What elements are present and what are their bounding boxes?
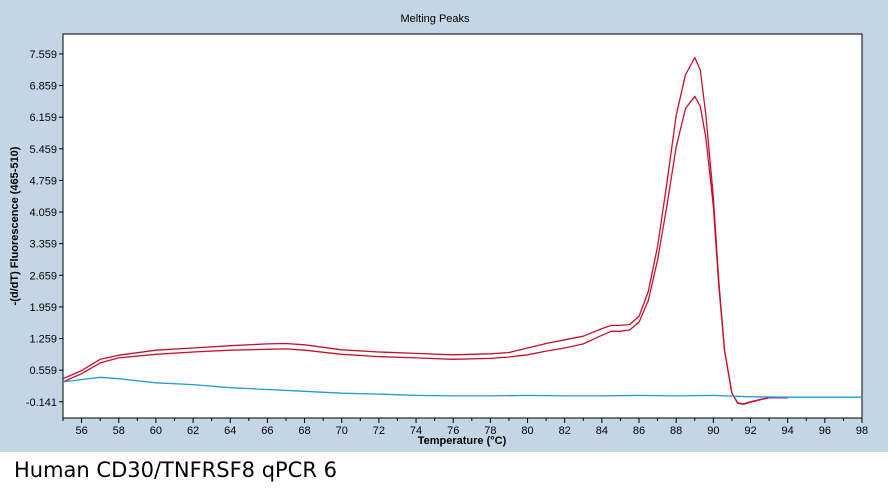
x-tick-label: 58 <box>113 425 125 437</box>
x-tick-label: 60 <box>150 425 162 437</box>
y-tick-label: 7.559 <box>29 49 57 61</box>
x-tick-label: 64 <box>224 425 236 437</box>
x-tick-label: 98 <box>856 425 868 437</box>
x-tick-label: 94 <box>782 425 794 437</box>
x-tick-label: 88 <box>670 425 682 437</box>
figure-caption: Human CD30/TNFRSF8 qPCR 6 <box>14 458 337 482</box>
x-tick-label: 66 <box>261 425 273 437</box>
chart-panel: Melting Peaks -0.141 0.559 1.259 1.959 2.659… <box>0 0 888 452</box>
x-tick-label: 82 <box>559 425 571 437</box>
x-tick-label: 96 <box>819 425 831 437</box>
y-tick-label: 6.859 <box>29 81 57 93</box>
x-tick-label: 78 <box>484 425 496 437</box>
x-axis: 56 58 60 62 64 66 68 70 72 74 76 78 80 82 84 86 88 90 92 94… <box>62 418 868 437</box>
y-axis-label: -(d/dT) Fluorescence (465-510) <box>9 146 21 305</box>
x-axis-label: Temperature (°C) <box>418 435 507 447</box>
x-tick-label: 90 <box>707 425 719 437</box>
x-tick-label: 76 <box>447 425 459 437</box>
y-tick-label: -0.141 <box>26 397 57 409</box>
series-layer <box>62 56 862 406</box>
y-tick-label: 5.459 <box>29 144 57 156</box>
y-axis: -0.141 0.559 1.259 1.959 2.659 3.359 4.059 4.75… <box>26 49 63 409</box>
series-line-3 <box>62 376 862 398</box>
x-tick-label: 68 <box>298 425 310 437</box>
y-tick-label: 1.259 <box>29 334 57 346</box>
plot-area <box>62 33 863 419</box>
x-tick-label: 80 <box>521 425 533 437</box>
y-tick-label: 0.559 <box>29 365 57 377</box>
x-tick-label: 70 <box>336 425 348 437</box>
y-tick-label: 4.059 <box>29 207 57 219</box>
x-tick-label: 92 <box>744 425 756 437</box>
y-tick-label: 1.959 <box>29 302 57 314</box>
x-tick-label: 62 <box>187 425 199 437</box>
y-tick-label: 6.159 <box>29 112 57 124</box>
y-tick-label: 3.359 <box>29 239 57 251</box>
x-tick-label: 74 <box>410 425 422 437</box>
y-tick-label: 4.759 <box>29 175 57 187</box>
chart-title: Melting Peaks <box>400 13 470 25</box>
x-tick-label: 56 <box>75 425 87 437</box>
x-tick-label: 86 <box>633 425 645 437</box>
series-line-2 <box>62 95 788 405</box>
melting-peaks-chart: Melting Peaks -0.141 0.559 1.259 1.959 2.659… <box>9 13 868 447</box>
y-tick-label: 2.659 <box>29 270 57 282</box>
x-tick-label: 84 <box>596 425 608 437</box>
x-tick-label: 72 <box>373 425 385 437</box>
